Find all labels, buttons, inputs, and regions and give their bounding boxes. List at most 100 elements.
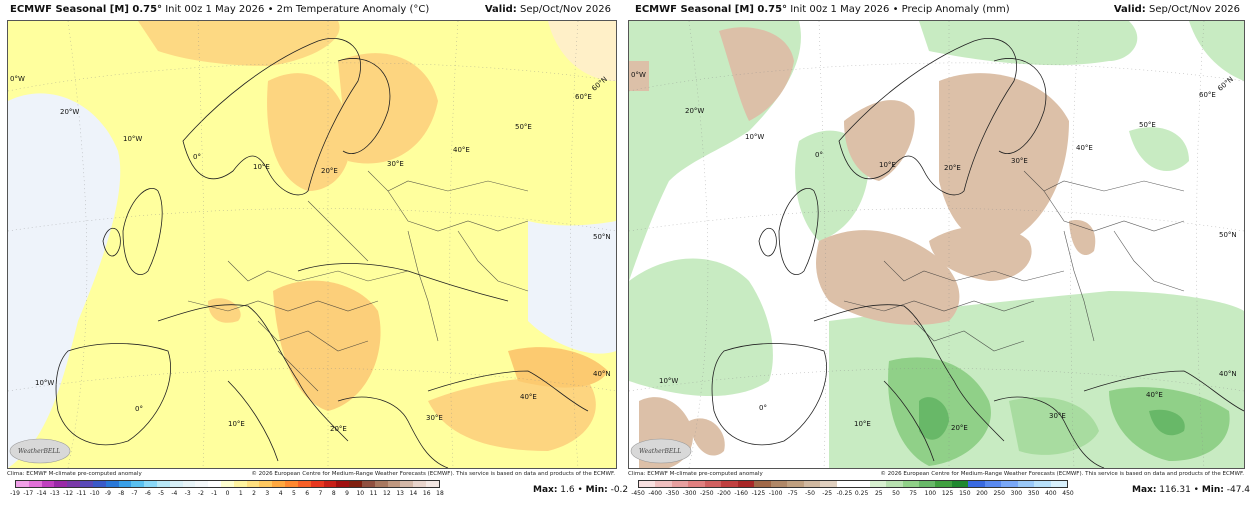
colorbar-swatch [28, 481, 42, 487]
colorbar-tick-label: -350 [665, 490, 680, 497]
colorbar-swatch [297, 481, 311, 487]
label-50n: 50°N [1219, 231, 1237, 239]
colorbar-swatch [233, 481, 247, 487]
colorbar-tick-label: 11 [369, 490, 378, 497]
label-40e: 40°E [453, 146, 470, 154]
colorbar-tick-label: -0.25 [836, 490, 853, 497]
colorbar-swatch [951, 481, 969, 487]
colorbar-swatch [770, 481, 788, 487]
colorbar-swatch [935, 481, 952, 487]
label-20w: 20°W [60, 108, 79, 116]
footer-climo: Clima: ECMWF M-climate pre-computed anom… [628, 471, 763, 477]
colorbar-tick-label: -10 [89, 490, 100, 497]
label-40n: 40°N [593, 370, 611, 378]
colorbar-swatch [105, 481, 119, 487]
label-20e: 20°E [321, 167, 338, 175]
colorbar-swatch [221, 481, 234, 487]
colorbar-swatch [182, 481, 196, 487]
colorbar-swatch [737, 481, 755, 487]
colorbar-tick-label: -17 [23, 490, 34, 497]
colorbar-tick-label: 2 [252, 490, 256, 497]
colorbar-swatch [1034, 481, 1051, 487]
colorbar-swatch [688, 481, 705, 487]
colorbar-tick-label: 14 [409, 490, 418, 497]
scandinavia-warm-area [267, 73, 351, 191]
colorbar-tick-label: -400 [648, 490, 662, 497]
colorbar-swatch [787, 481, 804, 487]
label-0: 0° [815, 151, 823, 159]
colorbar-tick-label: 0 [225, 490, 230, 497]
colorbar-swatch [16, 481, 29, 487]
colorbar-tick-label: 7 [318, 490, 323, 497]
valid-period: Valid: Sep/Oct/Nov 2026 [484, 4, 611, 15]
colorbar-tick-label: 16 [422, 490, 431, 497]
footer-copyright: © 2026 European Centre for Medium-Range … [251, 471, 615, 477]
colorbar-tick-label: 450 [1062, 490, 1074, 497]
colorbar-tick-label: -12 [63, 490, 74, 497]
colorbar-swatch [671, 481, 689, 487]
colorbar-tick-label: 200 [976, 490, 988, 497]
colorbar-tick-label: -100 [768, 490, 783, 497]
label-10e: 10°E [879, 161, 896, 169]
central-europe-warm-area [273, 280, 381, 411]
weatherbell-logo: WeatherBELL [630, 438, 692, 464]
colorbar-tick-label: 4 [278, 490, 283, 497]
colorbar-tick-label: -14 [36, 490, 47, 497]
label-10e: 10°E [253, 163, 270, 171]
country-borders [187, 170, 529, 392]
label-40n: 40°N [1219, 370, 1237, 378]
colorbar-tick-label: -2 [197, 490, 204, 497]
colorbar-swatch [853, 481, 870, 487]
colorbar-swatch [984, 481, 1002, 487]
label-20e: 20°E [944, 164, 961, 172]
map-title: ECMWF Seasonal [M] 0.75° Init 00z 1 May … [10, 4, 430, 15]
colorbar-tick-label: -25 [822, 490, 833, 497]
colorbar-tick-label: 125 [941, 490, 954, 497]
colorbar-tick-label: 250 [993, 490, 1005, 497]
colorbar-swatch [374, 481, 388, 487]
colorbar-swatch [886, 481, 903, 487]
colorbar-tick-label: 13 [396, 490, 404, 497]
max-min-values: Max: 116.31 • Min: -47.48 [1132, 485, 1250, 495]
eastern-neutral-area [528, 221, 616, 354]
central-europe-dry-area [816, 230, 960, 325]
colorbar-swatch [195, 481, 209, 487]
svg-text:WeatherBELL: WeatherBELL [639, 448, 681, 455]
colorbar-tick-label: -9 [104, 490, 111, 497]
colorbar-tick-label: 6 [305, 490, 310, 497]
colorbar-swatch [246, 481, 260, 487]
footer-copyright: © 2026 European Centre for Medium-Range … [880, 471, 1244, 477]
colorbar-tick-label: 75 [909, 490, 918, 497]
temperature-anomaly-panel: ECMWF Seasonal [M] 0.75° Init 00z 1 May … [0, 0, 628, 509]
colorbar-swatch [349, 481, 362, 487]
label-40e-bottom: 40°E [1146, 391, 1163, 399]
colorbar-tick-label: 100 [924, 490, 937, 497]
colorbar-swatch [426, 481, 439, 487]
label-10e-bottom: 10°E [854, 420, 871, 428]
colorbar-swatch [169, 481, 183, 487]
colorbar-tick-label: 0.25 [854, 490, 869, 497]
colorbar-tick-label: -50 [805, 490, 815, 497]
colorbar-tick-label: -8 [118, 490, 125, 497]
weatherbell-logo: WeatherBELL [9, 438, 71, 464]
colorbar-swatch [820, 481, 837, 487]
temperature-colorbar [15, 480, 440, 488]
label-50n: 50°N [593, 233, 611, 241]
label-0w: 0°W [10, 75, 25, 83]
valid-period: Valid: Sep/Oct/Nov 2026 [1113, 4, 1240, 15]
colorbar-swatch [754, 481, 771, 487]
colorbar-swatch [361, 481, 375, 487]
label-20e-bottom: 20°E [330, 425, 347, 433]
label-30e: 30°E [1011, 157, 1028, 165]
country-borders [843, 170, 1185, 352]
colorbar-swatch [259, 481, 273, 487]
colorbar-tick-label: 400 [1045, 490, 1057, 497]
label-0: 0° [193, 153, 201, 161]
colorbar-swatch [144, 481, 157, 487]
colorbar-swatch [310, 481, 324, 487]
label-20w: 20°W [685, 107, 704, 115]
precip-colorbar [638, 480, 1068, 488]
colorbar-swatch [67, 481, 81, 487]
svg-text:WeatherBELL: WeatherBELL [18, 448, 60, 455]
colorbar-swatch [92, 481, 106, 487]
